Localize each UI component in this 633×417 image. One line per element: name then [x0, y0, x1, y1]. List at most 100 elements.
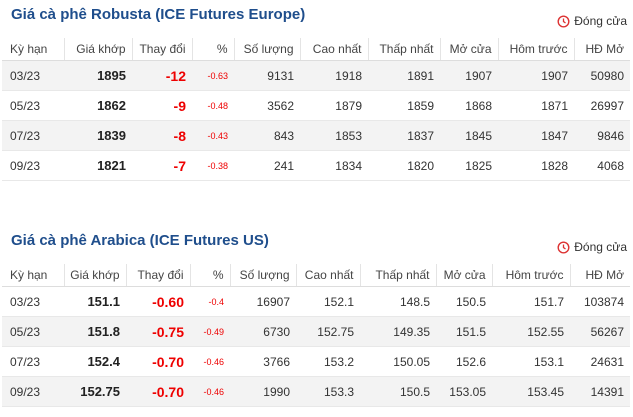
header-row: Kỳ hạn Giá khớp Thay đổi% Số lượng Cao nhất T… — [2, 38, 630, 61]
cell: -0.38 — [192, 150, 234, 181]
cell: 14391 — [570, 376, 630, 407]
column-header: Giá khớp — [63, 38, 132, 61]
column-header: HĐ Mở — [569, 264, 630, 287]
cell: 151.1 — [64, 286, 126, 317]
cell: 152.1 — [296, 286, 360, 317]
cell: -0.70 — [126, 346, 190, 377]
cell: 1868 — [440, 90, 498, 121]
cell: 07/23 — [2, 346, 64, 377]
column-header: Kỳ hạn — [2, 38, 64, 61]
data-row: 03/23 151.1 -0.60 -0.4 16907 152.1 148.5 150.5 1… — [2, 286, 630, 317]
cell: -7 — [132, 150, 192, 181]
cell: 07/23 — [2, 120, 64, 151]
cell: 05/23 — [2, 316, 64, 347]
table-head: Kỳ hạn Giá khớp Thay đổi% Số lượng Cao nhất T… — [2, 264, 630, 287]
cell: 148.5 — [360, 286, 436, 317]
cell: 1862 — [64, 90, 132, 121]
data-row: 07/23 1839 -8 -0.43 843 1853 1837 1845 1847 9846 — [2, 120, 630, 151]
column-header: Kỳ hạn — [2, 264, 64, 287]
cell: 1891 — [368, 60, 440, 91]
cell: 149.35 — [360, 316, 436, 347]
cell: 9846 — [574, 120, 630, 151]
status: Đóng cửa — [557, 14, 627, 28]
cell: 03/23 — [2, 286, 64, 317]
column-header: Thấp nhất — [367, 38, 440, 61]
cell: 153.2 — [296, 346, 360, 377]
cell: -9 — [132, 90, 192, 121]
column-header: Thay đổi — [131, 38, 192, 61]
status-text: Đóng cửa — [574, 240, 627, 254]
column-header: Thay đổi — [125, 264, 190, 287]
cell: 3766 — [230, 346, 296, 377]
cell: 152.75 — [64, 376, 126, 407]
cell: -0.49 — [190, 316, 230, 347]
cell: 150.5 — [436, 286, 492, 317]
data-row: 03/23 1895 -12 -0.63 9131 1918 1891 1907 1907 509… — [2, 60, 630, 91]
cell: 09/23 — [2, 376, 64, 407]
cell: 6730 — [230, 316, 296, 347]
cell: 1895 — [64, 60, 132, 91]
clock-icon — [557, 240, 570, 254]
data-table: Kỳ hạn Giá khớp Thay đổi% Số lượng Cao nhất T… — [2, 264, 630, 407]
cell: 1820 — [368, 150, 440, 181]
column-header: Mở cửa — [439, 38, 498, 61]
data-row: 09/23 1821 -7 -0.38 241 1834 1820 1825 1828 4068 — [2, 150, 630, 181]
column-header: Cao nhất — [295, 264, 360, 287]
cell: -0.48 — [192, 90, 234, 121]
cell: 843 — [234, 120, 300, 151]
column-header: Số lượng — [233, 38, 300, 61]
cell: -0.46 — [190, 346, 230, 377]
data-row: 07/23 152.4 -0.70 -0.46 3766 153.2 150.05 152.6… — [2, 346, 630, 377]
cell: 152.55 — [492, 316, 570, 347]
cell: 1918 — [300, 60, 368, 91]
cell: 153.45 — [492, 376, 570, 407]
cell: 1907 — [498, 60, 574, 91]
cell: 1839 — [64, 120, 132, 151]
cell: 151.8 — [64, 316, 126, 347]
cell: -0.4 — [190, 286, 230, 317]
cell: 1859 — [368, 90, 440, 121]
cell: 1825 — [440, 150, 498, 181]
cell: 150.05 — [360, 346, 436, 377]
column-header: Thấp nhất — [359, 264, 436, 287]
column-header: Cao nhất — [299, 38, 368, 61]
cell: 1845 — [440, 120, 498, 151]
cell: -0.63 — [192, 60, 234, 91]
data-row: 05/23 151.8 -0.75 -0.49 6730 152.75 149.35 151.… — [2, 316, 630, 347]
cell: 153.3 — [296, 376, 360, 407]
cell: 09/23 — [2, 150, 64, 181]
clock-icon — [557, 14, 570, 28]
header-row: Kỳ hạn Giá khớp Thay đổi% Số lượng Cao nhất T… — [2, 264, 630, 287]
cell: -0.46 — [190, 376, 230, 407]
cell: -0.75 — [126, 316, 190, 347]
table-body: 03/23 151.1 -0.60 -0.4 16907 152.1 148.5 150.5 1… — [2, 286, 630, 407]
status: Đóng cửa — [557, 240, 627, 254]
column-header: Hôm trước — [491, 264, 570, 287]
cell: 50980 — [574, 60, 630, 91]
cell: 153.1 — [492, 346, 570, 377]
cell: -12 — [132, 60, 192, 91]
data-row: 09/23 152.75 -0.70 -0.46 1990 153.3 150.5 153.0… — [2, 376, 630, 407]
cell: 153.05 — [436, 376, 492, 407]
cell: 1821 — [64, 150, 132, 181]
cell: -0.43 — [192, 120, 234, 151]
table-body: 03/23 1895 -12 -0.63 9131 1918 1891 1907 1907 509… — [2, 60, 630, 181]
cell: 152.6 — [436, 346, 492, 377]
column-header: Giá khớp — [63, 264, 126, 287]
cell: 1834 — [300, 150, 368, 181]
column-header: Số lượng — [229, 264, 296, 287]
cell: 1853 — [300, 120, 368, 151]
data-row: 05/23 1862 -9 -0.48 3562 1879 1859 1868 1871 2699… — [2, 90, 630, 121]
section-title: Giá cà phê Robusta (ICE Futures Europe) — [11, 6, 306, 23]
cell: 1871 — [498, 90, 574, 121]
column-header: % — [189, 264, 230, 287]
cell: 24631 — [570, 346, 630, 377]
table-head: Kỳ hạn Giá khớp Thay đổi% Số lượng Cao nhất T… — [2, 38, 630, 61]
status-text: Đóng cửa — [574, 14, 627, 28]
cell: 1907 — [440, 60, 498, 91]
cell: 103874 — [570, 286, 630, 317]
column-header: Hôm trước — [497, 38, 574, 61]
cell: 151.5 — [436, 316, 492, 347]
cell: 03/23 — [2, 60, 64, 91]
